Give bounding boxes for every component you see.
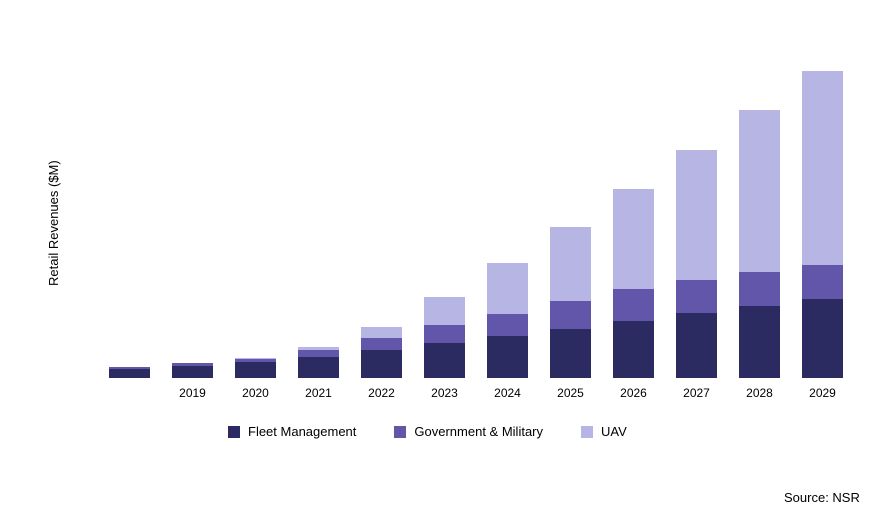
bar-segment (109, 369, 149, 378)
x-tick-label: 2023 (431, 386, 458, 400)
bar-stack (739, 110, 779, 378)
bar-segment (298, 347, 338, 350)
x-tick-label: 2020 (242, 386, 269, 400)
x-tick-label: 2025 (557, 386, 584, 400)
bar-stack (235, 358, 275, 378)
bar-segment (487, 314, 527, 336)
bar-stack (676, 150, 716, 378)
bar-stack (172, 363, 212, 378)
legend-swatch (228, 426, 240, 438)
legend-swatch (394, 426, 406, 438)
bar-segment (172, 366, 212, 378)
bar-segment (613, 189, 653, 289)
bar-segment (739, 272, 779, 306)
bar-segment (550, 301, 590, 329)
x-tick-label: 2028 (746, 386, 773, 400)
bar-segment (613, 321, 653, 378)
bar-segment (739, 110, 779, 272)
bar-segment (802, 265, 842, 299)
bar-segment (361, 350, 401, 378)
bar-stack (487, 263, 527, 378)
legend-item: Government & Military (394, 424, 543, 439)
source-credit: Source: NSR (784, 490, 860, 505)
bar-segment (298, 350, 338, 356)
legend-label: UAV (601, 424, 627, 439)
bar-segment (613, 289, 653, 320)
bar-stack (424, 297, 464, 378)
bar-segment (424, 297, 464, 325)
plot-area (98, 54, 854, 378)
bar-segment (676, 313, 716, 378)
bar-segment (550, 329, 590, 378)
legend-item: UAV (581, 424, 627, 439)
x-tick-label: 2029 (809, 386, 836, 400)
bar-segment (298, 357, 338, 378)
legend-item: Fleet Management (228, 424, 356, 439)
bar-stack (613, 189, 653, 378)
stacked-bar-chart: Retail Revenues ($M) 2019 2020 2021 2022 202… (0, 0, 880, 511)
bar-stack (802, 71, 842, 378)
bar-stack (550, 227, 590, 378)
x-tick-label: 2022 (368, 386, 395, 400)
bar-segment (487, 336, 527, 378)
bar-segment (172, 363, 212, 366)
bar-segment (361, 338, 401, 350)
x-tick-label: 2024 (494, 386, 521, 400)
legend-swatch (581, 426, 593, 438)
bar-segment (802, 299, 842, 378)
bar-stack (361, 327, 401, 378)
bar-stack (109, 367, 149, 378)
x-tick-label: 2021 (305, 386, 332, 400)
bar-stack (298, 347, 338, 378)
x-tick-label: 2019 (179, 386, 206, 400)
bar-segment (109, 367, 149, 369)
legend-label: Government & Military (414, 424, 543, 439)
x-tick-label: 2026 (620, 386, 647, 400)
bar-segment (550, 227, 590, 301)
bar-segment (676, 150, 716, 280)
legend-label: Fleet Management (248, 424, 356, 439)
y-axis-label: Retail Revenues ($M) (46, 160, 61, 286)
bar-segment (802, 71, 842, 265)
legend: Fleet Management Government & Military UAV (228, 424, 627, 439)
bar-segment (235, 359, 275, 363)
bar-segment (487, 263, 527, 314)
bar-segment (676, 280, 716, 313)
bar-segment (424, 325, 464, 343)
bar-segment (235, 358, 275, 359)
bar-segment (361, 327, 401, 338)
bar-segment (235, 362, 275, 378)
bar-segment (424, 343, 464, 378)
bar-segment (739, 306, 779, 378)
x-tick-label: 2027 (683, 386, 710, 400)
